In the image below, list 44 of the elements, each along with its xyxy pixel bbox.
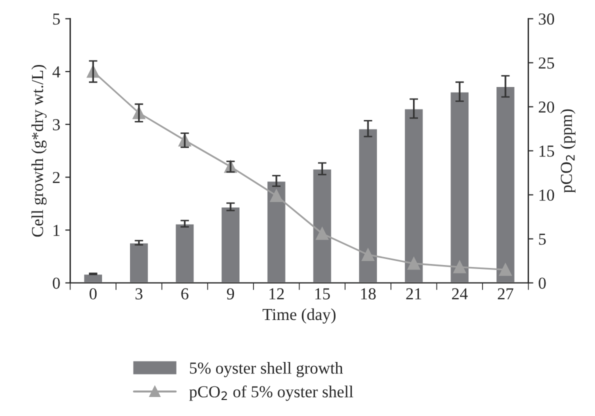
bar <box>82 273 104 283</box>
x-tick-label: 6 <box>181 288 188 300</box>
legend-label: pCO$_{2}$ of 5% oyster shell <box>189 386 354 401</box>
y2-tick-label: 0 <box>538 278 546 289</box>
x-axis-title: Time (day) <box>262 308 336 324</box>
x-tick-label: 3 <box>136 288 142 300</box>
point <box>453 260 466 274</box>
point <box>270 189 283 202</box>
point <box>408 257 420 270</box>
y-tick-label: 4 <box>52 66 60 78</box>
y2-tick-label: 10 <box>540 190 554 201</box>
bar <box>449 90 470 283</box>
point <box>316 227 328 240</box>
bar <box>174 223 196 283</box>
y-tick-label: 0 <box>52 278 60 289</box>
x-tick-label: 15 <box>315 288 330 300</box>
x-tick-label: 24 <box>452 288 468 300</box>
x-tick-label: 21 <box>406 288 422 300</box>
y-tick-label: 1 <box>54 224 60 236</box>
bar <box>220 206 241 283</box>
bar <box>312 168 333 283</box>
y-tick-label: 5 <box>53 14 60 25</box>
y2-tick-label: 15 <box>540 146 554 157</box>
bar <box>358 128 378 283</box>
y2-axis-title: pCO$_{2}$ (ppm) <box>560 109 576 193</box>
y2-tick-label: 20 <box>538 101 554 113</box>
x-tick-label: 12 <box>270 288 284 300</box>
bar <box>128 242 150 283</box>
y-tick-label: 2 <box>52 172 60 183</box>
x-tick-label: 27 <box>498 288 514 300</box>
x-tick-label: 0 <box>90 288 97 300</box>
legend-label: 5% oyster shell growth <box>190 362 343 378</box>
x-tick-label: 9 <box>226 288 234 300</box>
point <box>362 248 374 261</box>
y2-tick-label: 25 <box>538 57 554 69</box>
x-tick-label: 18 <box>361 288 376 300</box>
y2-tick-label: 5 <box>539 234 546 245</box>
bar <box>495 86 516 283</box>
y2-tick-label: 30 <box>538 13 554 25</box>
y-tick-label: 3 <box>52 119 60 130</box>
y-axis-title: Cell growth (g*dry wt./L) <box>31 64 47 237</box>
bar <box>266 180 287 283</box>
point <box>499 263 512 276</box>
bar <box>404 108 424 283</box>
